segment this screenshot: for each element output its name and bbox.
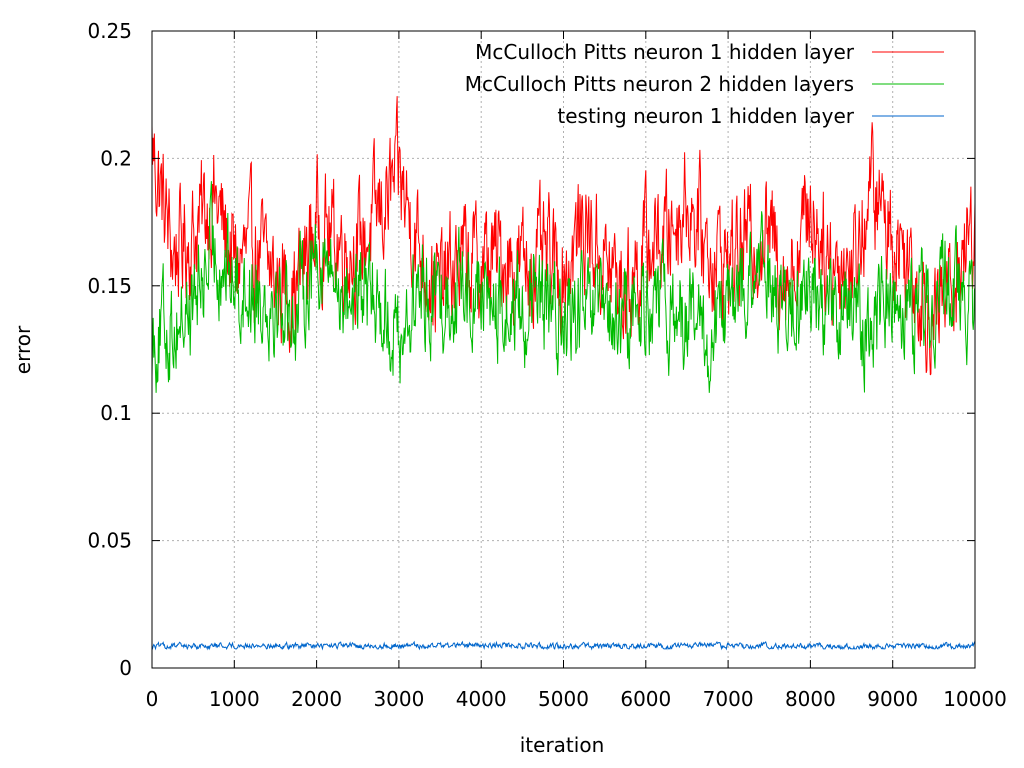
grid-lines (152, 31, 975, 668)
legend-label: McCulloch Pitts neuron 1 hidden layer (475, 40, 855, 64)
series-lines (151, 96, 976, 651)
axis-ticks (151, 30, 976, 669)
x-tick-label: 2000 (291, 687, 342, 711)
y-tick-label: 0.15 (87, 274, 132, 298)
x-axis-label: iteration (520, 733, 605, 757)
x-tick-label: 5000 (538, 687, 589, 711)
y-tick-label: 0.05 (87, 529, 132, 553)
x-tick-labels: 0 1000 2000 3000 4000 5000 6000 7000 8000 9000 100… (146, 687, 1007, 711)
y-tick-label: 0.1 (100, 401, 132, 425)
legend-label: testing neuron 1 hidden layer (557, 104, 854, 128)
y-tick-label: 0.25 (87, 19, 132, 43)
x-tick-label: 4000 (456, 687, 507, 711)
x-tick-label: 6000 (620, 687, 671, 711)
y-tick-label: 0 (119, 656, 132, 680)
series-line (151, 640, 976, 651)
series-line (151, 96, 976, 376)
x-tick-label: 1000 (209, 687, 260, 711)
y-tick-label: 0.2 (100, 146, 132, 170)
x-tick-label: 0 (146, 687, 159, 711)
y-tick-labels: 0 0.05 0.1 0.15 0.2 0.25 (87, 19, 132, 680)
x-tick-label: 9000 (867, 687, 918, 711)
y-axis-label: error (11, 325, 35, 374)
x-tick-label: 10000 (943, 687, 1007, 711)
series-line (151, 181, 976, 393)
legend-label: McCulloch Pitts neuron 2 hidden layers (465, 72, 854, 96)
x-tick-label: 7000 (703, 687, 754, 711)
x-tick-label: 8000 (785, 687, 836, 711)
legend: McCulloch Pitts neuron 1 hidden layer McC… (465, 40, 944, 128)
x-tick-label: 3000 (373, 687, 424, 711)
